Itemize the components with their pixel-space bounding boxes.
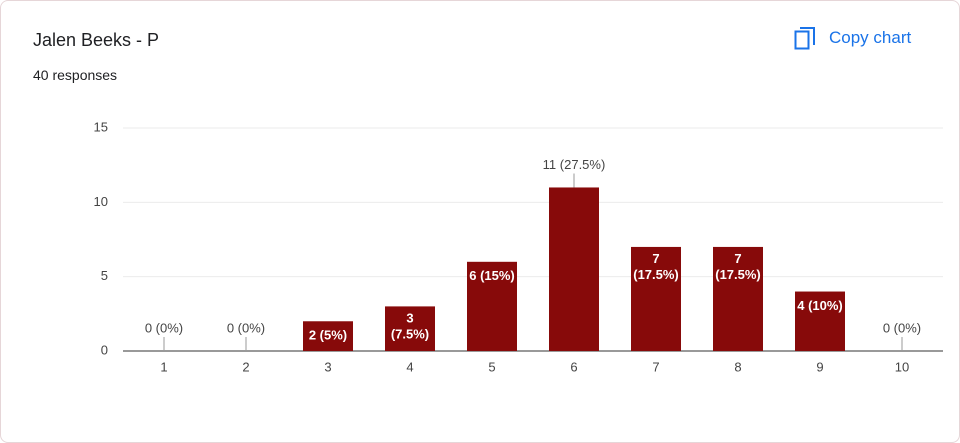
value-label: 11 (27.5%) xyxy=(543,157,606,172)
y-tick-label: 15 xyxy=(94,119,108,134)
bar xyxy=(549,187,599,351)
bar xyxy=(467,261,517,351)
y-tick-label: 5 xyxy=(101,268,108,283)
value-label: 7 (17.5%) xyxy=(715,251,761,282)
bar xyxy=(385,306,435,351)
copy-chart-label: Copy chart xyxy=(829,28,912,47)
x-tick-label: 9 xyxy=(816,359,823,374)
value-label: 7 (17.5%) xyxy=(633,251,679,282)
x-tick-label: 2 xyxy=(242,359,249,374)
bar xyxy=(795,291,845,351)
value-label: 4 (10%) xyxy=(797,298,843,313)
value-label: 6 (15%) xyxy=(469,268,515,283)
bar xyxy=(631,246,681,351)
y-tick-label: 0 xyxy=(101,342,108,357)
x-tick-label: 5 xyxy=(488,359,495,374)
copy-icon xyxy=(794,27,815,50)
x-tick-label: 10 xyxy=(895,359,909,374)
chart-title: Jalen Beeks - P xyxy=(33,30,160,50)
x-tick-label: 8 xyxy=(734,359,741,374)
bar xyxy=(713,246,763,351)
response-count: 40 responses xyxy=(33,67,118,83)
value-label: 0 (0%) xyxy=(227,320,265,335)
y-tick-label: 10 xyxy=(94,194,108,209)
x-tick-label: 6 xyxy=(570,359,577,374)
value-label: 3 (7.5%) xyxy=(391,311,429,342)
bar xyxy=(303,321,353,351)
copy-chart-button[interactable]: Copy chart xyxy=(794,26,911,50)
value-label: 0 (0%) xyxy=(883,320,921,335)
x-tick-label: 7 xyxy=(652,359,659,374)
value-label: 0 (0%) xyxy=(145,320,183,335)
value-label: 2 (5%) xyxy=(309,328,347,343)
x-tick-label: 3 xyxy=(324,359,331,374)
x-tick-label: 1 xyxy=(160,359,167,374)
x-tick-label: 4 xyxy=(406,359,413,374)
